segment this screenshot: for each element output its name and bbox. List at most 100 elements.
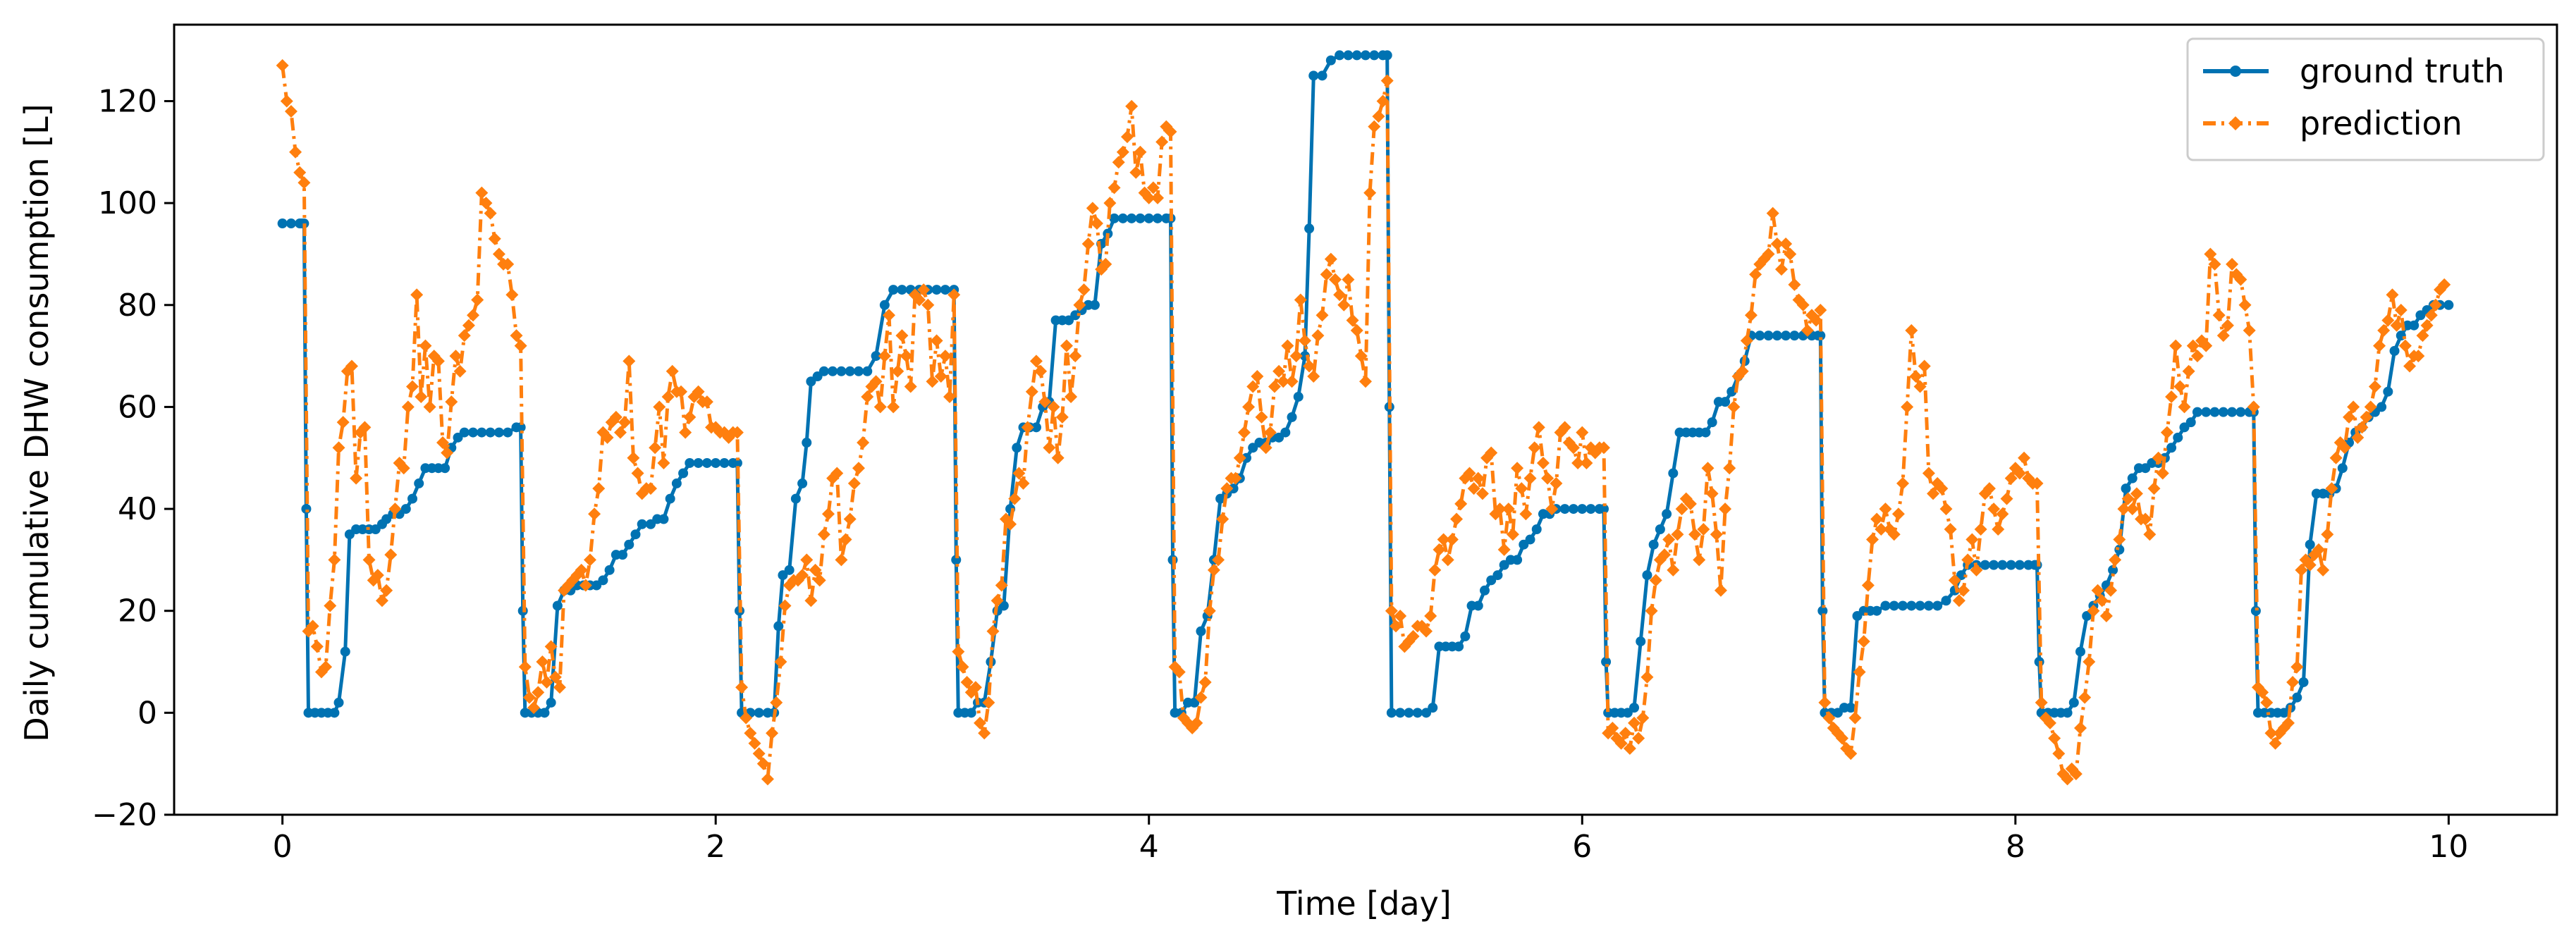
data-point-ground-truth xyxy=(1932,600,1943,611)
data-point-prediction xyxy=(1541,472,1554,485)
data-point-prediction xyxy=(1970,563,1983,577)
data-point-ground-truth xyxy=(1662,509,1672,519)
data-point-ground-truth xyxy=(1815,331,1826,341)
data-point-prediction xyxy=(1671,528,1684,541)
y-tick-label: 120 xyxy=(98,83,157,119)
data-point-prediction xyxy=(1987,503,2001,516)
data-point-ground-truth xyxy=(2292,692,2302,703)
data-point-prediction xyxy=(2113,533,2126,546)
plot-frame xyxy=(173,23,2558,816)
data-point-ground-truth xyxy=(1386,708,1397,718)
data-point-prediction xyxy=(575,563,588,577)
data-point-prediction xyxy=(2186,339,2200,352)
data-point-prediction xyxy=(1723,462,1736,475)
data-point-prediction xyxy=(1437,533,1450,546)
data-point-ground-truth xyxy=(1382,50,1392,61)
data-point-ground-truth xyxy=(1941,596,1951,606)
data-point-ground-truth xyxy=(2173,432,2183,443)
data-point-ground-truth xyxy=(2082,610,2092,621)
data-point-prediction xyxy=(2160,426,2173,439)
data-point-prediction xyxy=(1693,553,1706,567)
data-point-prediction xyxy=(1406,629,1420,643)
data-point-prediction xyxy=(756,757,770,770)
data-point-prediction xyxy=(1004,517,1017,531)
data-point-prediction xyxy=(441,446,454,460)
data-point-prediction xyxy=(1216,512,1229,526)
data-point-prediction xyxy=(730,426,744,439)
data-point-prediction xyxy=(1844,747,1858,760)
data-point-prediction xyxy=(1944,522,1957,536)
data-point-prediction xyxy=(774,655,787,669)
data-point-prediction xyxy=(752,747,766,760)
data-point-prediction xyxy=(548,670,562,684)
data-point-ground-truth xyxy=(1956,570,1966,581)
data-point-prediction xyxy=(990,594,1004,608)
data-point-prediction xyxy=(917,283,931,297)
data-point-ground-truth xyxy=(658,514,669,524)
data-point-prediction xyxy=(1640,670,1654,684)
data-point-prediction xyxy=(2182,364,2195,378)
data-point-prediction xyxy=(1081,237,1095,250)
data-point-prediction xyxy=(1346,314,1359,327)
data-point-prediction xyxy=(2221,319,2234,332)
data-point-prediction xyxy=(947,288,961,302)
data-point-ground-truth xyxy=(2014,560,2025,570)
data-point-ground-truth xyxy=(1135,213,1146,223)
data-point-prediction xyxy=(1012,467,1026,480)
data-point-prediction xyxy=(431,355,445,368)
data-point-prediction xyxy=(1303,359,1316,373)
series-prediction xyxy=(276,58,2451,786)
data-point-prediction xyxy=(1294,293,1307,307)
data-point-prediction xyxy=(532,686,545,699)
data-point-ground-truth xyxy=(485,427,496,438)
data-point-prediction xyxy=(2295,563,2308,577)
data-point-ground-truth xyxy=(1915,600,1925,611)
data-point-prediction xyxy=(1710,528,1723,541)
data-point-prediction xyxy=(522,691,536,704)
data-point-prediction xyxy=(280,94,293,108)
data-point-prediction xyxy=(2208,257,2221,271)
data-point-prediction xyxy=(1103,197,1117,210)
data-point-prediction xyxy=(2173,380,2187,393)
data-point-prediction xyxy=(1948,574,1961,587)
data-point-prediction xyxy=(1090,217,1103,230)
data-point-prediction xyxy=(653,400,666,414)
data-point-ground-truth xyxy=(1089,300,1100,310)
data-point-ground-truth xyxy=(1889,600,1899,611)
data-point-prediction xyxy=(644,482,657,495)
data-point-prediction xyxy=(2420,319,2434,332)
data-point-prediction xyxy=(2338,441,2351,455)
data-point-prediction xyxy=(1801,323,1814,337)
data-point-ground-truth xyxy=(340,646,350,657)
data-point-prediction xyxy=(1043,441,1056,455)
data-point-prediction xyxy=(1268,380,1281,393)
data-point-prediction xyxy=(2343,410,2356,424)
data-point-prediction xyxy=(310,640,324,653)
series-layer xyxy=(276,50,2454,786)
data-point-prediction xyxy=(1255,410,1268,424)
data-point-prediction xyxy=(583,553,596,567)
data-point-ground-truth xyxy=(1428,703,1438,713)
data-point-prediction xyxy=(2030,476,2044,490)
data-point-prediction xyxy=(978,727,991,740)
data-point-prediction xyxy=(2364,400,2377,414)
data-point-prediction xyxy=(501,257,515,271)
data-point-prediction xyxy=(2061,772,2074,786)
data-point-ground-truth xyxy=(797,478,808,488)
data-point-prediction xyxy=(817,528,830,541)
data-point-prediction xyxy=(1918,359,1931,373)
data-point-prediction xyxy=(969,681,982,694)
legend-marker-ground-truth xyxy=(2230,66,2241,77)
data-point-prediction xyxy=(332,441,345,455)
data-point-prediction xyxy=(778,599,792,612)
data-point-prediction xyxy=(1315,309,1329,322)
data-point-prediction xyxy=(1116,145,1129,159)
data-point-prediction xyxy=(2256,686,2269,699)
data-point-prediction xyxy=(2286,675,2300,689)
data-point-prediction xyxy=(536,655,549,669)
data-point-prediction xyxy=(380,584,393,597)
data-point-prediction xyxy=(1190,716,1203,729)
y-tick-label: −20 xyxy=(92,797,157,833)
x-tick-label: 8 xyxy=(2006,829,2025,865)
data-point-ground-truth xyxy=(1898,600,1908,611)
